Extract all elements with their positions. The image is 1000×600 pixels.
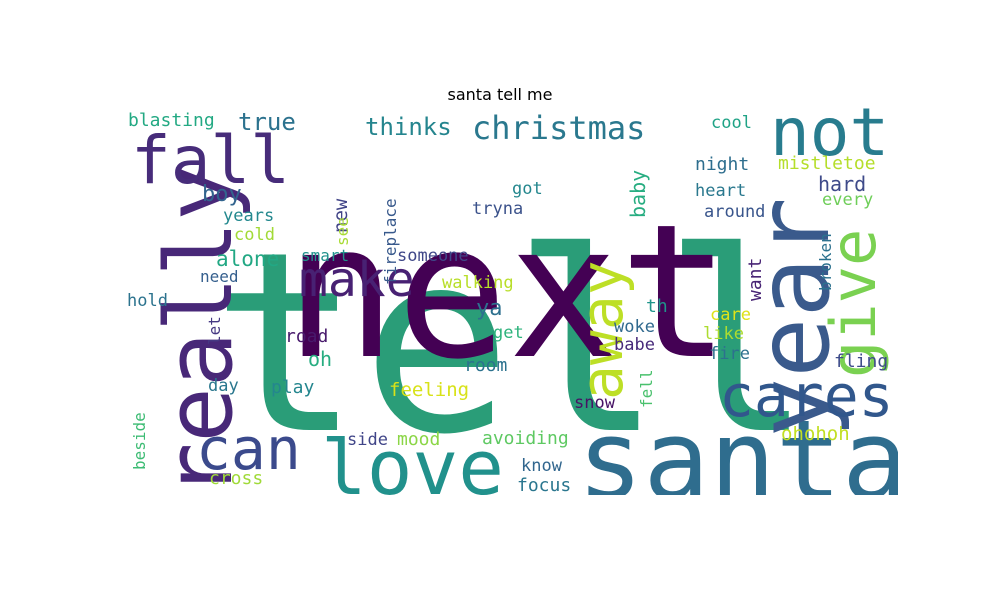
chart-title: santa tell me <box>447 85 553 104</box>
word-side: side <box>347 430 388 450</box>
word-feeling: feeling <box>389 379 469 401</box>
word-got: got <box>512 179 543 199</box>
word-day: day <box>208 376 239 396</box>
word-woke: woke <box>614 317 655 337</box>
word-thinks: thinks <box>365 113 452 141</box>
word-smart: smart <box>301 246 349 265</box>
word-need: need <box>200 267 239 286</box>
word-cool: cool <box>711 113 752 133</box>
word-year: year <box>735 197 852 438</box>
word-make: make <box>299 252 415 308</box>
word-beside: beside <box>130 412 149 470</box>
word-ya: ya <box>476 296 503 321</box>
word-fling: fling <box>834 351 888 372</box>
word-christmas: christmas <box>472 109 645 147</box>
word-can: can <box>196 415 301 483</box>
word-oh: oh <box>308 347 332 371</box>
word-away: away <box>568 260 636 400</box>
word-santa: santa <box>577 396 898 495</box>
word-see: see <box>333 217 352 246</box>
word-night: night <box>695 154 749 175</box>
word-baby: baby <box>626 170 650 218</box>
word-avoiding: avoiding <box>482 428 569 449</box>
word-every: every <box>822 190 873 210</box>
word-hold: hold <box>127 291 168 311</box>
word-alone: alone <box>216 247 279 271</box>
word-hard: hard <box>818 172 866 196</box>
word-let: let <box>205 316 224 345</box>
word-care: care <box>710 305 751 325</box>
word-mistletoe: mistletoe <box>778 153 876 174</box>
word-mood: mood <box>397 429 440 450</box>
word-babe: babe <box>614 335 655 355</box>
word-really: really <box>146 166 253 495</box>
word-boy: boy <box>202 182 242 207</box>
word-fire: fire <box>709 344 750 364</box>
word-play: play <box>271 377 315 398</box>
word-years: years <box>223 206 274 226</box>
word-around: around <box>704 202 765 222</box>
word-someone: someone <box>397 246 469 266</box>
word-room: room <box>464 355 507 376</box>
word-fall: fall <box>131 122 290 199</box>
word-get: get <box>493 323 524 343</box>
word-next: next <box>285 184 731 400</box>
word-know: know <box>521 456 563 476</box>
word-want: want <box>745 258 766 301</box>
word-cold: cold <box>234 225 275 245</box>
word-cares: cares <box>719 362 894 430</box>
word-cross: cross <box>209 468 263 489</box>
word-give: give <box>817 229 890 378</box>
word-heart: heart <box>695 181 746 201</box>
word-love: love <box>321 423 504 495</box>
word-new: new <box>330 198 352 233</box>
word-focus: focus <box>517 475 571 495</box>
word-like: like <box>703 324 744 344</box>
word-tell: tell <box>211 198 813 489</box>
word-tryna: tryna <box>472 199 523 219</box>
word-fell: fell <box>637 369 656 408</box>
word-walking: walking <box>442 273 514 293</box>
word-cloud: tell next santa year really love not fall give ca… <box>125 108 898 495</box>
word-not: not <box>770 108 889 171</box>
word-road: road <box>285 326 328 347</box>
word-snow: snow <box>574 393 616 413</box>
word-ohohoh: ohohoh <box>781 423 850 445</box>
word-broken: broken <box>816 233 835 291</box>
word-true: true <box>238 108 296 136</box>
word-th: th <box>646 296 668 317</box>
word-blasting: blasting <box>128 110 215 131</box>
word-fireplace: fireplace <box>381 198 400 285</box>
